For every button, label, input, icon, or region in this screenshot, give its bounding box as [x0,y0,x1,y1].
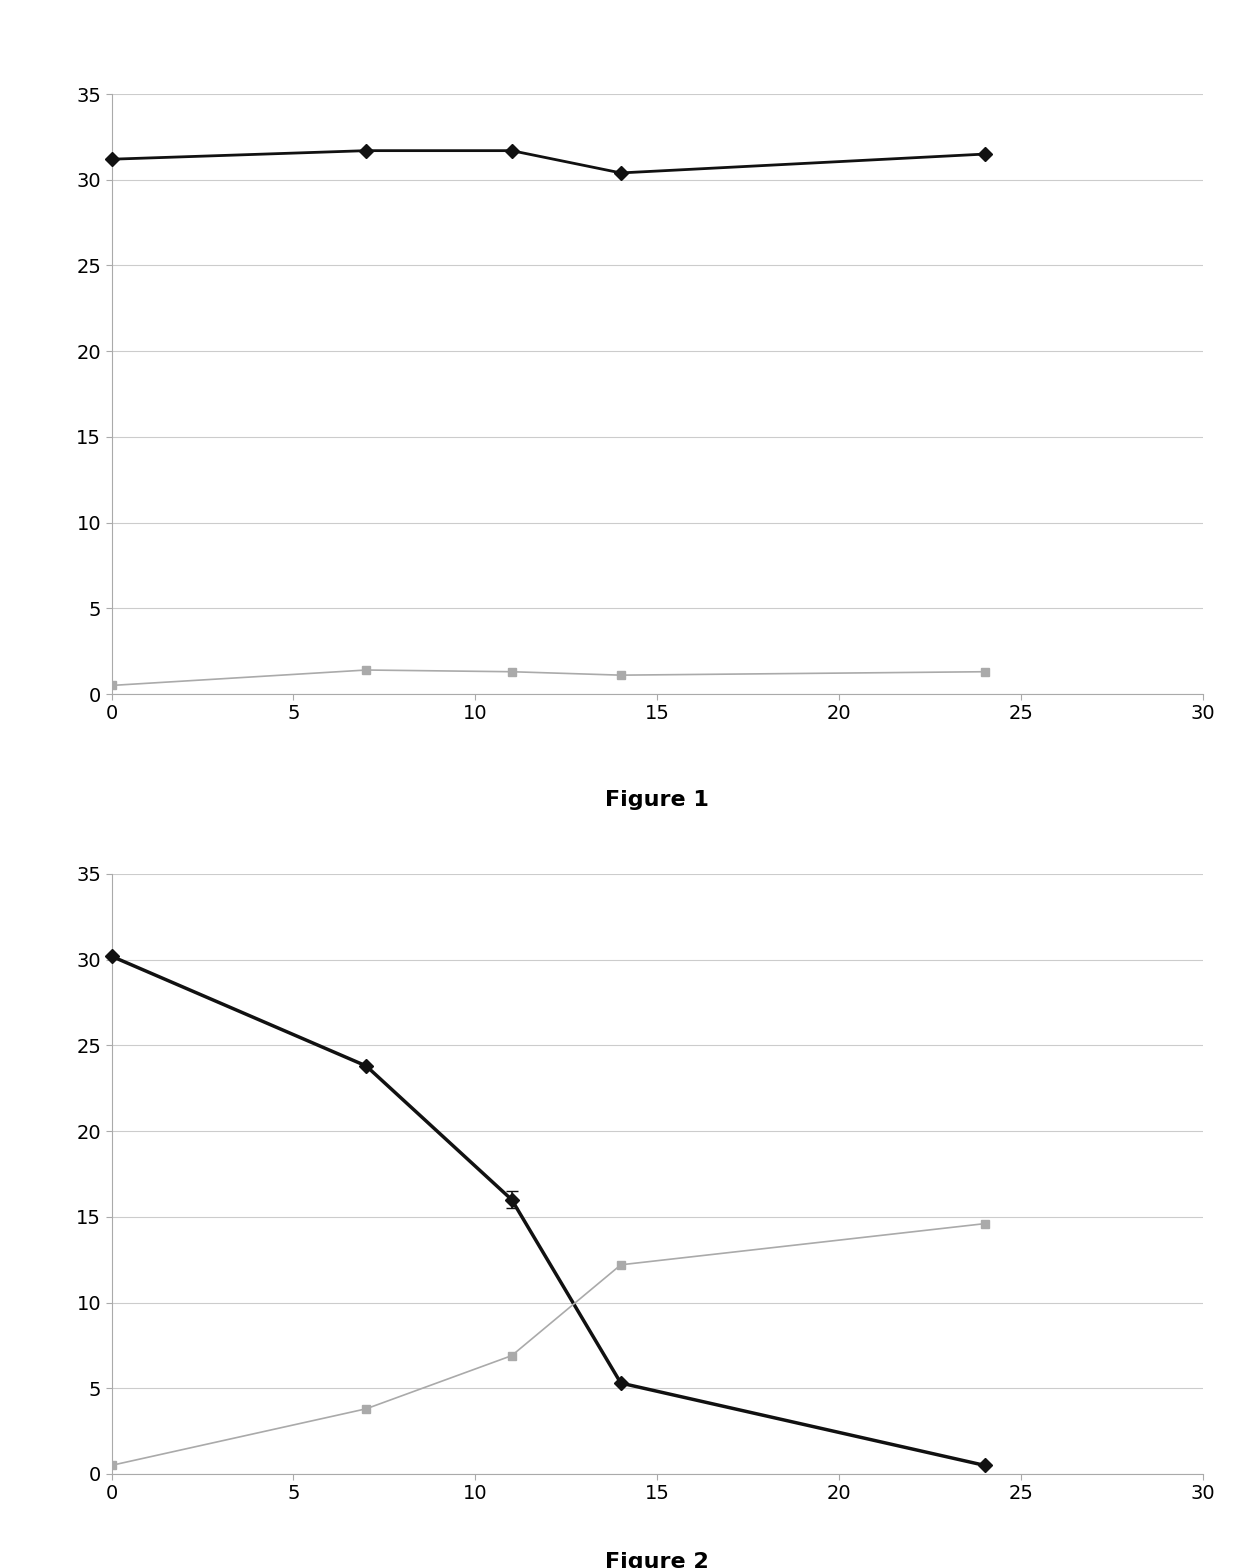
Text: Figure 1: Figure 1 [605,790,709,811]
Text: Figure 2: Figure 2 [605,1552,709,1568]
